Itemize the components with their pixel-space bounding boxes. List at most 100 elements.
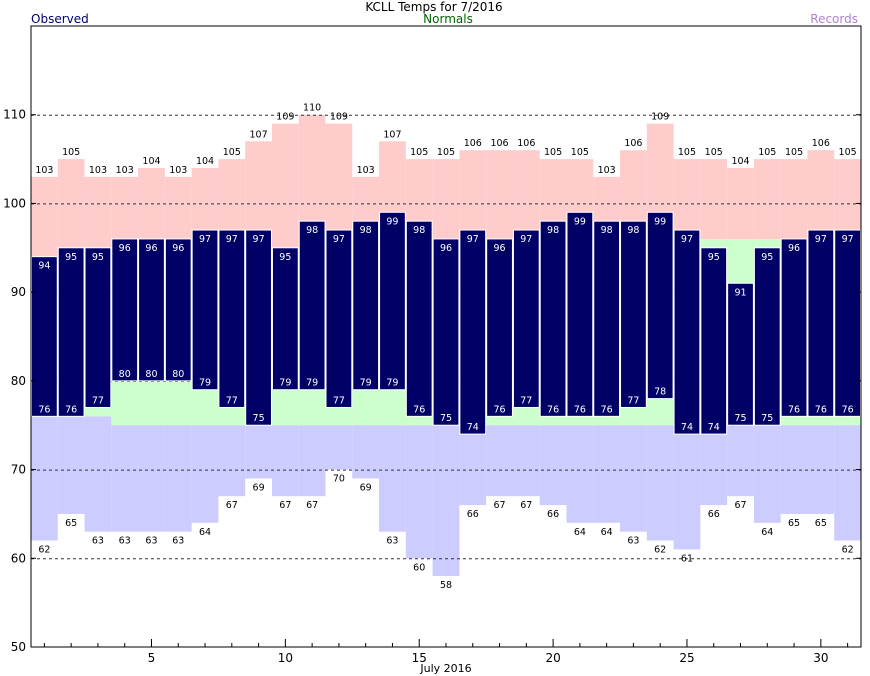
record-high-label: 109 (330, 112, 348, 123)
record-low-label: 67 (226, 500, 238, 511)
observed-bar (191, 229, 219, 391)
record-low-label: 67 (306, 500, 318, 511)
observed-high-label: 95 (65, 252, 77, 263)
observed-bar (57, 247, 85, 417)
observed-bar (700, 247, 728, 435)
record-high-label: 105 (785, 147, 803, 158)
record-high-label: 105 (410, 147, 428, 158)
observed-low-label: 75 (440, 413, 452, 424)
observed-low-label: 76 (842, 404, 854, 415)
record-low-band (325, 425, 353, 470)
observed-low-label: 76 (38, 404, 50, 415)
record-low-label: 65 (815, 518, 827, 529)
observed-bars (31, 211, 862, 435)
observed-bar (753, 247, 781, 426)
observed-high-label: 97 (226, 234, 238, 245)
record-high-label: 105 (571, 147, 589, 158)
observed-high-label: 96 (119, 243, 131, 254)
observed-low-label: 80 (119, 369, 131, 380)
record-high-label: 105 (223, 147, 241, 158)
observed-high-label: 91 (734, 287, 746, 298)
observed-high-label: 98 (306, 225, 318, 236)
x-axis-label: July 2016 (419, 662, 471, 675)
record-low-label: 69 (253, 482, 265, 493)
y-tick-label: 50 (11, 640, 26, 654)
observed-bar (138, 238, 165, 382)
observed-bar (111, 238, 139, 382)
record-high-label: 106 (517, 138, 535, 149)
record-high-label: 110 (303, 103, 321, 114)
observed-high-label: 95 (761, 252, 773, 263)
record-low-label: 61 (681, 553, 693, 564)
record-low-label: 66 (708, 509, 720, 520)
record-low-label: 67 (734, 500, 746, 511)
record-high-label: 109 (276, 112, 294, 123)
record-low-label: 70 (333, 474, 345, 485)
record-low-band (164, 425, 192, 532)
axis-ticks: 50 60 70 80 90 100 110 5 10 15 20 25 30 July 2016 (3, 108, 861, 675)
observed-low-label: 78 (654, 387, 666, 398)
record-high-label: 104 (196, 156, 214, 167)
record-low-band (191, 425, 219, 523)
observed-high-label: 99 (654, 216, 666, 227)
observed-high-label: 95 (279, 252, 291, 263)
observed-low-label: 80 (145, 369, 157, 380)
record-high-label: 105 (544, 147, 562, 158)
x-tick-label: 30 (813, 651, 828, 665)
observed-high-label: 97 (333, 234, 345, 245)
observed-high-label: 98 (601, 225, 613, 236)
record-low-label: 63 (386, 536, 398, 547)
legend-observed: Observed (31, 12, 89, 26)
record-low-label: 66 (547, 509, 559, 520)
observed-low-label: 77 (520, 395, 532, 406)
observed-low-label: 77 (333, 395, 345, 406)
observed-bar (379, 211, 406, 391)
observed-high-label: 98 (627, 225, 639, 236)
record-low-band (646, 425, 674, 541)
x-tick-label: 15 (412, 651, 427, 665)
record-low-band (700, 425, 728, 506)
record-low-label: 60 (413, 562, 425, 573)
record-low-band (111, 425, 139, 532)
record-low-band (753, 425, 781, 523)
record-low-label: 64 (574, 527, 586, 538)
record-low-label: 58 (440, 580, 452, 591)
record-low-band (486, 425, 513, 497)
chart-title: KCLL Temps for 7/2016 (365, 0, 503, 14)
observed-high-label: 95 (92, 252, 104, 263)
record-low-label: 64 (601, 527, 613, 538)
observed-high-label: 97 (253, 234, 265, 245)
observed-high-label: 97 (681, 234, 693, 245)
observed-bar (218, 229, 246, 408)
observed-bar (673, 229, 701, 435)
data-labels: 103 94 76 62 105 95 76 65 103 95 77 63 103 96 80 63 104 9… (35, 103, 856, 591)
observed-low-label: 74 (681, 422, 693, 433)
legend-normals: Normals (423, 12, 473, 26)
observed-low-label: 77 (226, 395, 238, 406)
record-low-label: 62 (842, 545, 854, 556)
observed-bar (459, 229, 487, 435)
observed-high-label: 98 (547, 225, 559, 236)
observed-bar (593, 220, 621, 417)
observed-low-label: 80 (172, 369, 184, 380)
observed-high-label: 98 (360, 225, 372, 236)
y-tick-label: 100 (3, 196, 26, 210)
record-low-band (539, 425, 567, 506)
observed-bar (164, 238, 192, 382)
y-tick-label: 60 (11, 551, 26, 565)
observed-bar (405, 220, 433, 417)
record-high-label: 107 (383, 129, 401, 140)
record-low-band (57, 416, 85, 514)
observed-high-label: 96 (145, 243, 157, 254)
record-low-band (727, 425, 754, 497)
record-high-label: 107 (250, 129, 268, 140)
observed-low-label: 79 (386, 378, 398, 389)
record-low-band (459, 425, 487, 506)
record-high-label: 103 (357, 165, 375, 176)
observed-low-label: 76 (494, 404, 506, 415)
record-low-label: 64 (199, 527, 211, 538)
observed-bar (780, 238, 808, 417)
observed-bar (807, 229, 835, 417)
observed-low-label: 75 (761, 413, 773, 424)
record-low-label: 62 (38, 545, 50, 556)
